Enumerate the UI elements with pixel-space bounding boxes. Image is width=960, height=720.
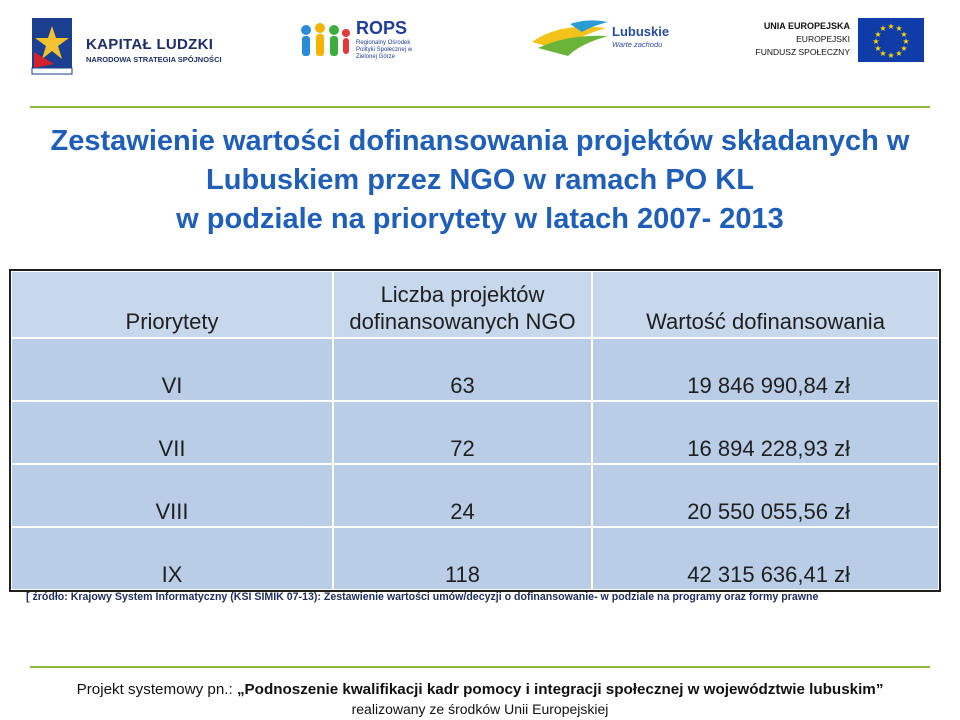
svg-text:★: ★ (874, 30, 881, 39)
svg-text:★: ★ (872, 37, 879, 46)
table-header-row: Priorytety Liczba projektów dofinansowan… (10, 270, 940, 339)
lubuskie-wave-icon (532, 20, 608, 56)
footer-funding-line: realizowany ze środków Unii Europejskiej (351, 701, 609, 717)
funding-table: Priorytety Liczba projektów dofinansowan… (9, 269, 941, 592)
header-project-count-line2: dofinansowanych NGO (349, 309, 576, 334)
cell-value: 20 550 055,56 zł (591, 463, 940, 528)
svg-text:★: ★ (902, 37, 909, 46)
header-project-count-line1: Liczba projektów (380, 282, 545, 307)
cell-priority: VI (10, 337, 334, 402)
lubuskie-name: Lubuskie (612, 24, 670, 39)
cell-priority: IX (10, 526, 334, 591)
table-row: VI 63 19 846 990,84 zł (10, 337, 940, 402)
ue-line3: FUNDUSZ SPOŁECZNY (755, 47, 850, 57)
eu-flag-icon: ★ ★ ★ ★ ★ ★ ★ ★ ★ ★ ★ ★ (858, 18, 924, 62)
cell-priority: VII (10, 400, 334, 465)
rops-subtitle: Regionalny Ośrodek Polityki Społecznej w… (356, 40, 413, 60)
header-funding-value: Wartość dofinansowania (591, 270, 940, 339)
ue-line2: EUROPEJSKI (796, 34, 850, 44)
cell-value: 19 846 990,84 zł (591, 337, 940, 402)
table-row: VIII 24 20 550 055,56 zł (10, 463, 940, 528)
svg-text:★: ★ (900, 44, 907, 53)
ue-line1: UNIA EUROPEJSKA (763, 21, 850, 31)
cell-count: 24 (332, 463, 593, 528)
cell-value: 16 894 228,93 zł (591, 400, 940, 465)
table-row: VII 72 16 894 228,93 zł (10, 400, 940, 465)
footer-project-line: Projekt systemowy pn.: „Podnoszenie kwal… (0, 681, 960, 698)
lubuskie-subtitle: Warte zachodu (612, 40, 663, 49)
header-project-count: Liczba projektów dofinansowanych NGO (332, 270, 593, 339)
svg-text:★: ★ (879, 24, 886, 33)
title-line-3: w podziale na priorytety w latach 2007- … (176, 203, 784, 235)
footer-project-name: „Podnoszenie kwalifikacji kadr pomocy i … (236, 681, 884, 698)
header-divider (30, 106, 930, 108)
rops-people-icon (301, 23, 350, 56)
footer-divider (30, 666, 930, 668)
rops-name: ROPS (356, 18, 408, 38)
lubuskie-logo: Lubuskie Warte zachodu (530, 18, 690, 60)
svg-text:★: ★ (900, 30, 907, 39)
title-line-1: Zestawienie wartości dofinansowania proj… (50, 125, 910, 157)
cell-priority: VIII (10, 463, 334, 528)
svg-text:★: ★ (895, 49, 902, 58)
header-priority: Priorytety (10, 270, 334, 339)
cell-count: 118 (332, 526, 593, 591)
svg-text:★: ★ (887, 22, 894, 31)
page-title: Zestawienie wartości dofinansowania proj… (0, 122, 960, 239)
footer-prefix: Projekt systemowy pn.: (76, 681, 237, 698)
kapital-ludzki-logo: KAPITAŁ LUDZKI NARODOWA STRATEGIA SPÓJNO… (30, 18, 240, 76)
svg-text:★: ★ (887, 51, 894, 60)
kapital-ludzki-emblem-icon (31, 18, 73, 75)
title-line-2: Lubuskiem przez NGO w ramach PO KL (206, 164, 754, 196)
svg-text:★: ★ (879, 49, 886, 58)
rops-logo: ROPS Regionalny Ośrodek Polityki Społecz… (298, 18, 438, 70)
ue-logo: UNIA EUROPEJSKA EUROPEJSKI FUNDUSZ SPOŁE… (752, 18, 932, 66)
cell-count: 63 (332, 337, 593, 402)
cell-count: 72 (332, 400, 593, 465)
logo-bar: KAPITAŁ LUDZKI NARODOWA STRATEGIA SPÓJNO… (0, 0, 960, 80)
source-note: [ źródło: Krajowy System Informatyczny (… (26, 591, 819, 603)
kapital-ludzki-name: KAPITAŁ LUDZKI (86, 36, 214, 53)
cell-value: 42 315 636,41 zł (591, 526, 940, 591)
svg-text:★: ★ (874, 44, 881, 53)
kapital-ludzki-subtitle: NARODOWA STRATEGIA SPÓJNOŚCI (86, 55, 222, 64)
svg-text:★: ★ (895, 24, 902, 33)
table-row: IX 118 42 315 636,41 zł (10, 526, 940, 591)
